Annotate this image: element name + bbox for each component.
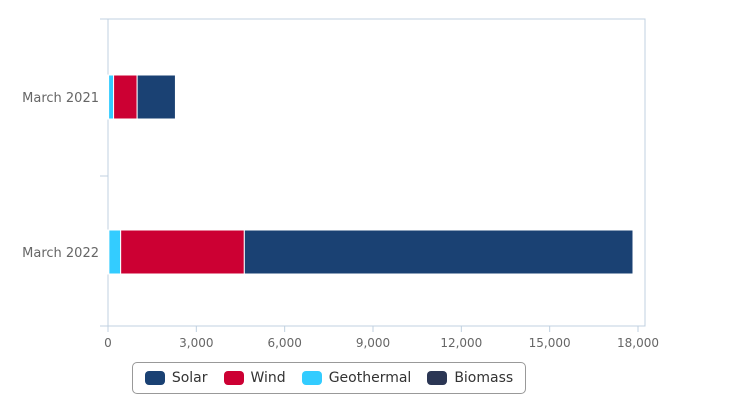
- legend-swatch: [144, 371, 165, 385]
- legend-item-geothermal[interactable]: Geothermal: [301, 370, 412, 386]
- plot-area: [107, 18, 646, 327]
- category-label: March 2021: [22, 91, 99, 106]
- legend-swatch: [223, 371, 244, 385]
- legend-item-solar[interactable]: Solar: [144, 370, 208, 386]
- x-tick-label: 15,000: [529, 336, 571, 350]
- x-tick-label: 6,000: [267, 336, 301, 350]
- legend-item-wind[interactable]: Wind: [223, 370, 286, 386]
- bar-solar-march-2022[interactable]: [243, 229, 634, 275]
- x-tick-label: 0: [104, 336, 112, 350]
- legend-swatch: [427, 371, 448, 385]
- bar-solar-march-2021[interactable]: [136, 74, 176, 120]
- bar-geothermal-march-2021[interactable]: [108, 74, 115, 120]
- legend-swatch: [301, 371, 322, 385]
- category-labels: March 2021 March 2022: [22, 91, 99, 261]
- bar-wind-march-2021[interactable]: [113, 74, 138, 120]
- legend-label: Wind: [250, 370, 286, 386]
- legend-item-biomass[interactable]: Biomass: [427, 370, 513, 386]
- legend-label: Geothermal: [328, 370, 412, 386]
- x-tick-label: 12,000: [440, 336, 482, 350]
- legend: Solar Wind Geothermal Biomass: [132, 362, 526, 394]
- bar-geothermal-march-2022[interactable]: [108, 229, 122, 275]
- x-tick-label: 18,000: [617, 336, 659, 350]
- bars-group: [107, 74, 634, 275]
- legend-label: Biomass: [454, 370, 514, 386]
- x-axis-ticks: 0 3,000 6,000 9,000 12,000 15,000 18,000: [104, 326, 659, 350]
- x-tick-label: 3,000: [179, 336, 213, 350]
- bar-wind-march-2022[interactable]: [120, 229, 245, 275]
- legend-label: Solar: [171, 370, 208, 386]
- category-label: March 2022: [22, 246, 99, 261]
- x-tick-label: 9,000: [356, 336, 390, 350]
